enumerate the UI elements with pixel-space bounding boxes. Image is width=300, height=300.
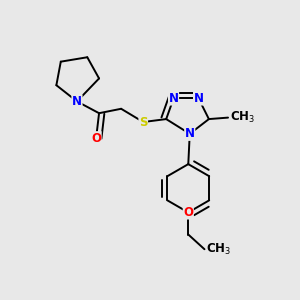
Text: N: N [185,127,195,140]
Text: N: N [194,92,204,105]
Text: CH$_3$: CH$_3$ [230,110,255,125]
Text: CH$_3$: CH$_3$ [206,242,231,257]
Text: N: N [169,92,178,105]
Text: O: O [183,206,193,219]
Text: N: N [72,95,82,108]
Text: S: S [139,116,148,128]
Text: O: O [91,132,101,145]
